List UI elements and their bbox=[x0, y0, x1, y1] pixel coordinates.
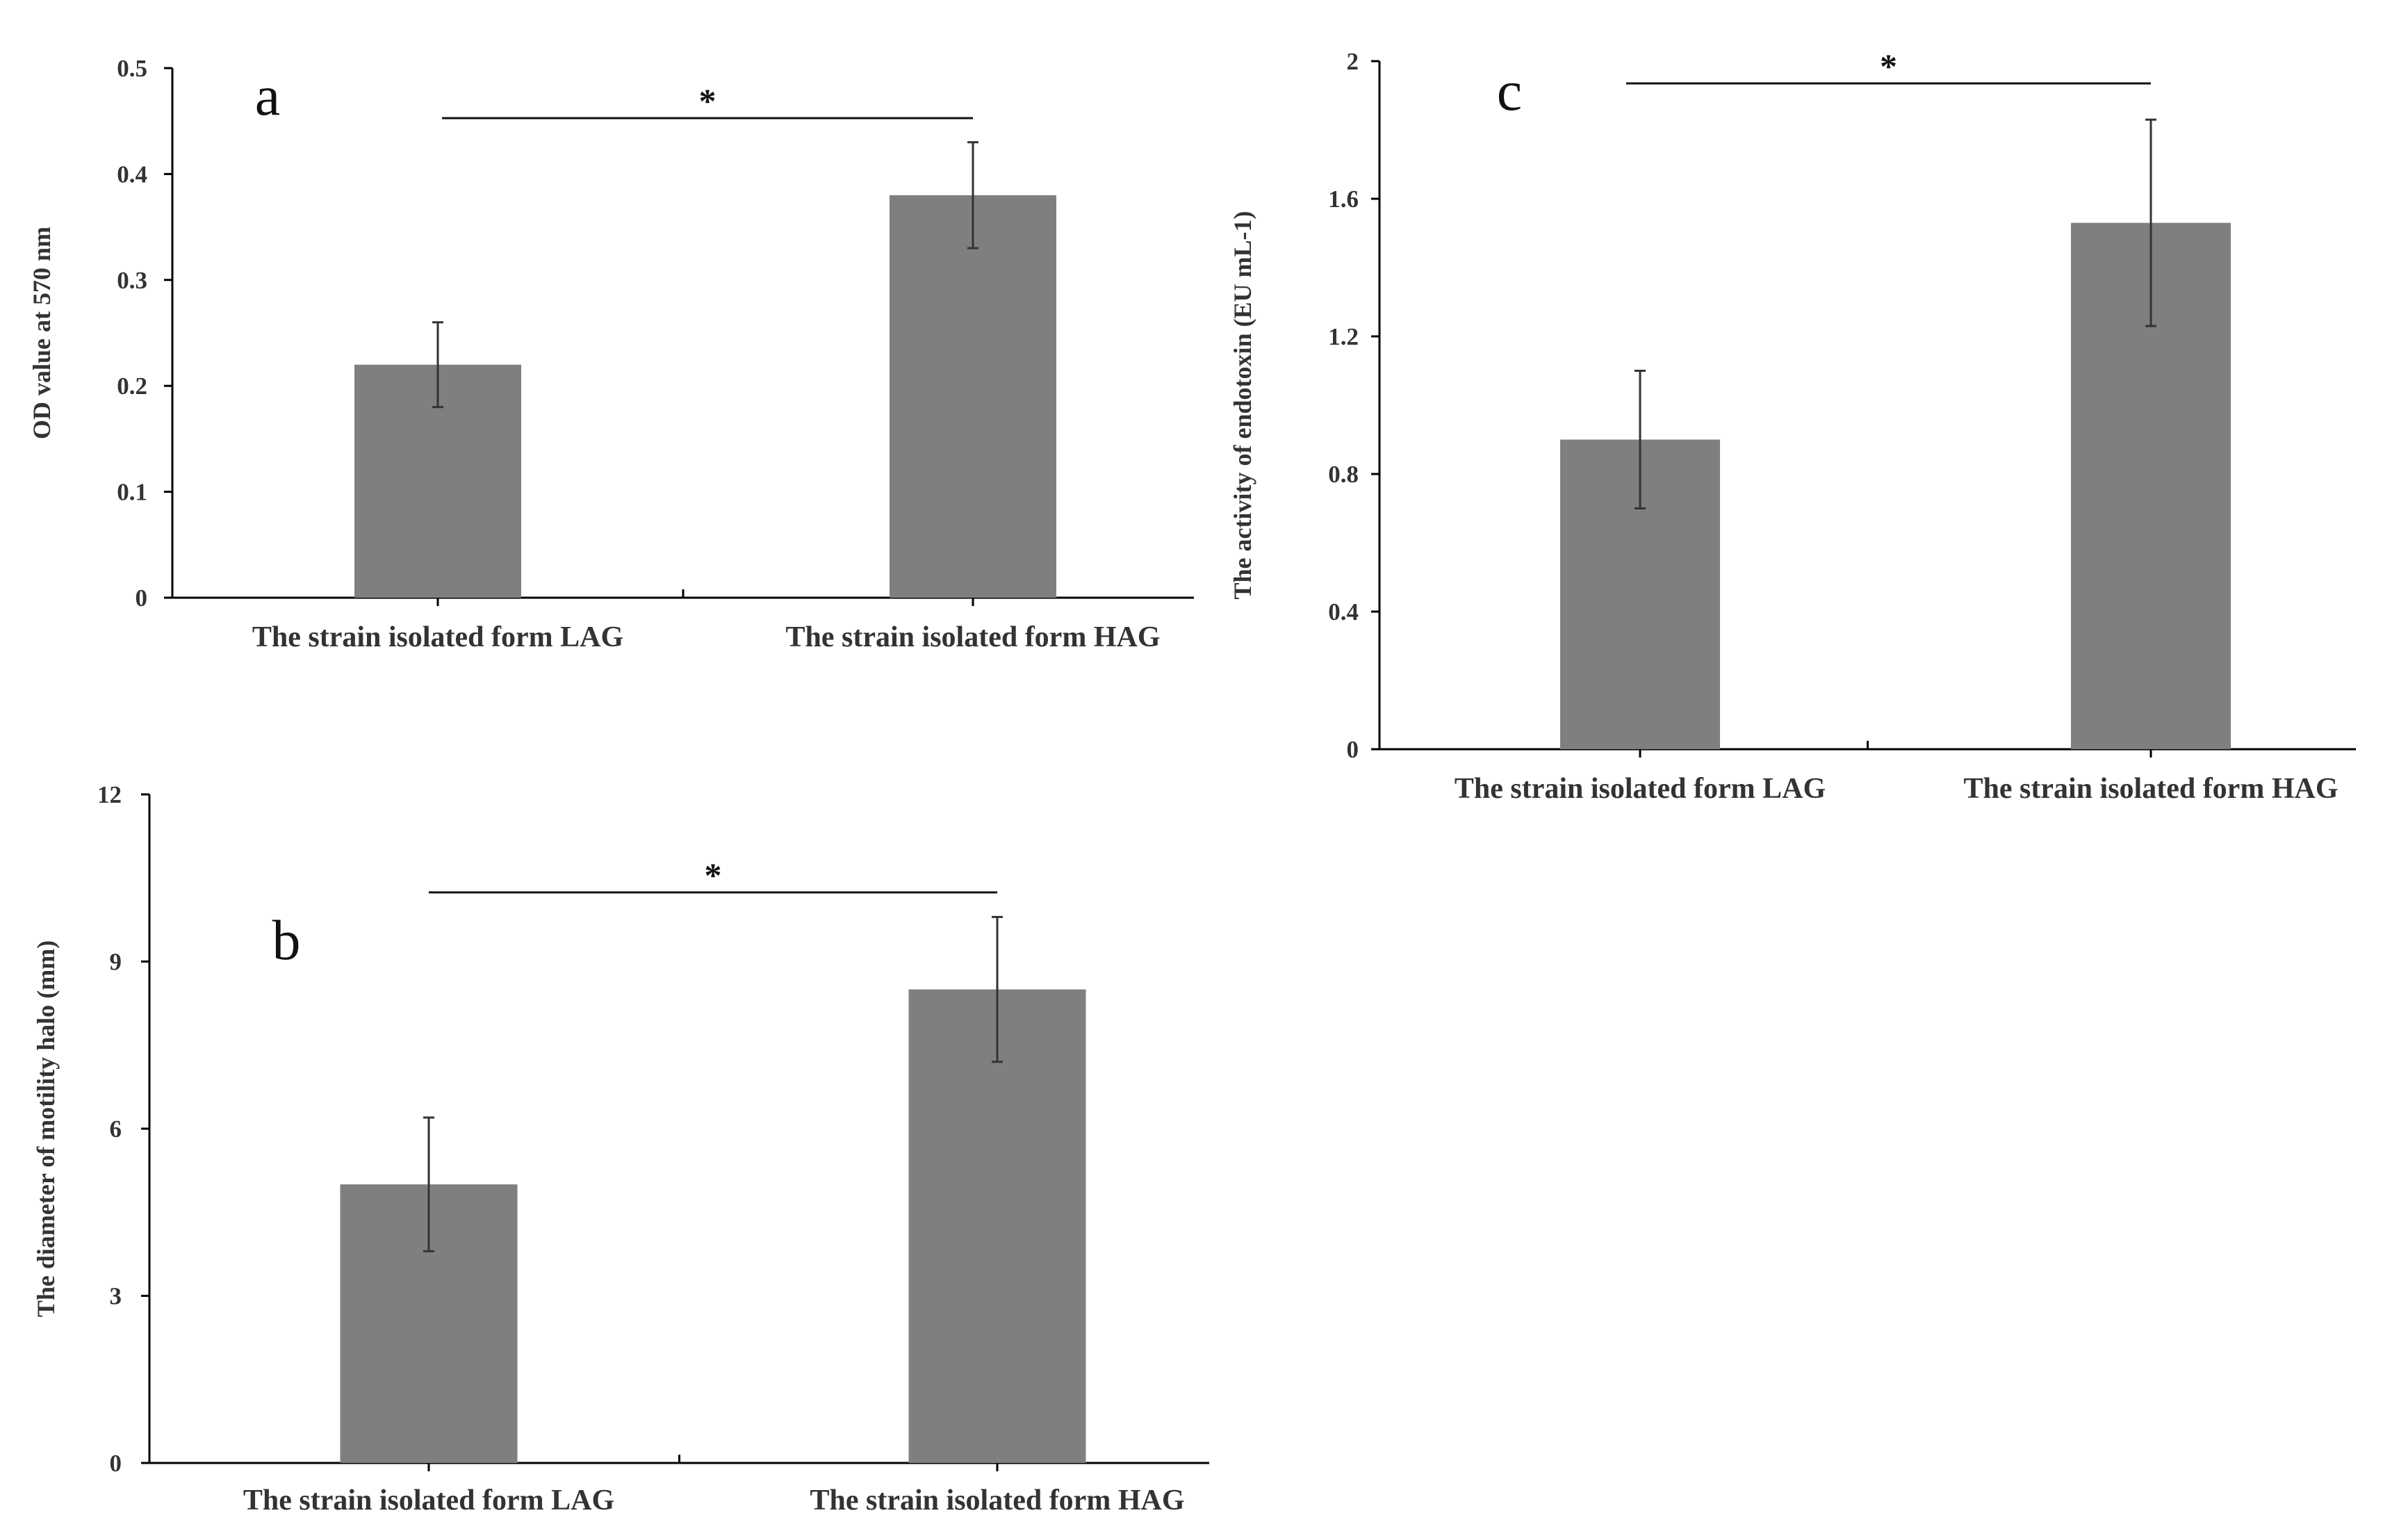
y-tick-label: 0.2 bbox=[117, 373, 147, 400]
panel-c: 0 0.4 0.8 1.2 1.6 2 The strain isolated form L… bbox=[1229, 47, 2356, 805]
y-axis-label: The activity of endotoxin (EU mL-1) bbox=[1229, 211, 1256, 600]
category-label: The strain isolated form LAG bbox=[252, 621, 623, 653]
y-tick-label: 12 bbox=[97, 781, 122, 808]
panel-letter: c bbox=[1497, 59, 1522, 122]
y-tick-label: 0 bbox=[136, 584, 148, 612]
y-tick-label: 0.1 bbox=[117, 479, 147, 506]
y-tick-label: 0.4 bbox=[117, 161, 147, 188]
y-tick-label: 6 bbox=[110, 1115, 122, 1143]
category-label: The strain isolated form LAG bbox=[1455, 773, 1826, 805]
bar-hag bbox=[890, 195, 1056, 598]
y-axis-label: OD value at 570 nm bbox=[28, 227, 56, 439]
significance-star: * bbox=[699, 81, 716, 120]
y-tick-label: 2 bbox=[1347, 48, 1359, 75]
y-tick-label: 0.4 bbox=[1328, 598, 1359, 626]
category-label: The strain isolated form HAG bbox=[810, 1485, 1185, 1516]
y-tick-label: 1.6 bbox=[1328, 186, 1359, 213]
y-tick-label: 0 bbox=[1347, 736, 1359, 763]
y-tick-label: 0.8 bbox=[1328, 461, 1359, 488]
category-label: The strain isolated form HAG bbox=[786, 621, 1161, 653]
category-label: The strain isolated form HAG bbox=[1964, 773, 2339, 805]
y-tick-label: 0.5 bbox=[117, 55, 147, 82]
y-tick-label: 0 bbox=[110, 1450, 122, 1477]
y-tick-label: 9 bbox=[110, 949, 122, 976]
panel-letter: a bbox=[255, 64, 280, 127]
significance-star: * bbox=[1880, 47, 1897, 85]
significance-star: * bbox=[705, 856, 722, 894]
category-label: The strain isolated form LAG bbox=[243, 1485, 614, 1516]
y-tick-label: 3 bbox=[110, 1283, 122, 1310]
panel-letter: b bbox=[272, 908, 301, 972]
panel-a: 0 0.1 0.2 0.3 0.4 0.5 The strain isolated form… bbox=[28, 55, 1194, 653]
panel-b: 0 3 6 9 12 The strain isolated form LAG The st… bbox=[32, 781, 1209, 1516]
y-tick-label: 1.2 bbox=[1328, 323, 1359, 350]
y-axis-label: The diameter of motility halo (mm) bbox=[32, 940, 60, 1317]
y-tick-label: 0.3 bbox=[117, 267, 147, 294]
bar-hag bbox=[908, 989, 1086, 1463]
